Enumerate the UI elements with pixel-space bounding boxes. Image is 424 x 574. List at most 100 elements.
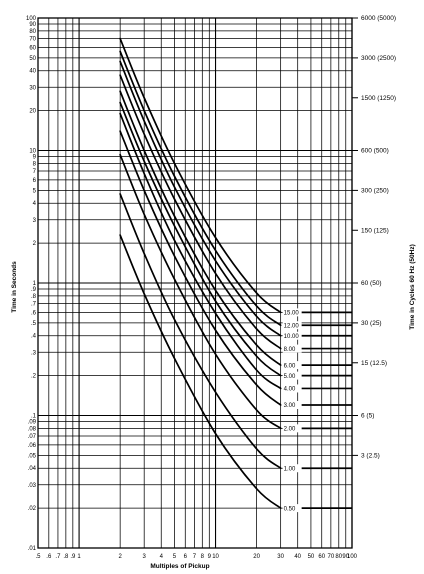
y-tick-labels: .01 .02 .03 .04 .05 .06 .07 .08.09.1 .2 .3 .4 .5 .6.… — [26, 16, 37, 552]
right-axis-label: 1500 (1250) — [361, 95, 396, 102]
curve-line — [119, 112, 282, 390]
curve-label: 0.50 — [284, 506, 296, 512]
right-axis-label: 6 (5) — [361, 413, 374, 420]
curve-label-bg — [282, 424, 302, 433]
y-tick-label: .08 — [28, 426, 37, 432]
curve-line — [119, 234, 282, 509]
curve-label-bg — [282, 331, 302, 340]
right-axis: 6000 (5000) 3000 (2500) 1500 (1250) 600 (50… — [352, 15, 396, 460]
x-tick-label: 10 — [212, 554, 219, 560]
x-tick-label: 60 — [318, 554, 325, 560]
curve-label-bg — [282, 361, 302, 370]
right-axis-label: 15 (12.5) — [361, 360, 387, 367]
x-tick-label: 2 — [118, 554, 122, 560]
y-tick-label: 4 — [33, 201, 37, 207]
x-tick-label: 70 — [328, 554, 335, 560]
y-tick-label: 40 — [29, 69, 36, 75]
right-axis-title: Time in Cycles 60 Hz (50Hz) — [409, 244, 416, 330]
x-tick-label: 9 — [208, 554, 212, 560]
curve-line — [119, 153, 282, 430]
curve-label-bg — [282, 371, 302, 380]
x-tick-label: 100 — [347, 554, 358, 560]
curve-label-bg — [282, 504, 302, 513]
y-tick-label: .07 — [28, 434, 37, 440]
x-tick-label: .5 — [35, 554, 41, 560]
y-tick-label: 8 — [33, 161, 37, 167]
x-tick-label: 8 — [201, 554, 205, 560]
x-tick-label: 90 — [342, 554, 349, 560]
y-tick-label: 6 — [33, 178, 37, 184]
curve-label: 5.00 — [284, 374, 296, 380]
x-tick-label: 7 — [193, 554, 197, 560]
x-tick-label: .6 — [46, 554, 52, 560]
y-tick-label: 30 — [29, 85, 36, 91]
y-tick-label: .05 — [28, 453, 37, 459]
curve-line — [119, 50, 282, 327]
curve-label: 8.00 — [284, 347, 296, 353]
x-tick-label: 6 — [184, 554, 188, 560]
y-tick-label: 5 — [33, 188, 37, 194]
x-tick-label: 50 — [308, 554, 315, 560]
x-tick-label: 40 — [294, 554, 301, 560]
y-tick-label: .7 — [31, 302, 37, 308]
curve-label: 12.00 — [284, 323, 300, 329]
x-tick-label: .7 — [55, 554, 61, 560]
x-tick-label: 5 — [173, 554, 177, 560]
y-tick-label: .09 — [28, 420, 37, 426]
y-tick-label: .01 — [28, 546, 37, 552]
y-tick-label: 100 — [26, 16, 37, 22]
curve-label-bg — [282, 308, 302, 317]
x-axis-title: Multiples of Pickup — [150, 563, 209, 570]
right-axis-label: 300 (250) — [361, 188, 389, 195]
right-axis-label: 6000 (5000) — [361, 15, 396, 22]
x-tick-label: 1 — [77, 554, 81, 560]
y-tick-label: .5 — [31, 321, 37, 327]
curve-label: 1.00 — [284, 466, 296, 472]
right-axis-label: 60 (50) — [361, 280, 382, 287]
y-tick-label: .4 — [31, 334, 37, 340]
curve-label: 6.00 — [284, 363, 296, 369]
x-tick-label: 30 — [277, 554, 284, 560]
x-tick-label: 4 — [160, 554, 164, 560]
y-tick-label: .02 — [28, 506, 37, 512]
curve-label-bg — [282, 384, 302, 393]
curve-line — [119, 90, 282, 366]
y-tick-label: 7 — [33, 169, 37, 175]
curve-line — [119, 193, 282, 470]
curve-label: 2.00 — [284, 427, 296, 433]
y-tick-label: .8 — [31, 294, 37, 300]
y-tick-label: .6 — [31, 310, 37, 316]
x-tick-label: 20 — [253, 554, 260, 560]
right-axis-label: 150 (125) — [361, 227, 389, 234]
curve-line — [119, 130, 282, 406]
y-axis-title: Time in Seconds — [11, 261, 18, 313]
curve-label-bg — [282, 321, 302, 330]
y-tick-label: 60 — [29, 45, 36, 51]
y-tick-label: .9 — [31, 287, 37, 293]
y-tick-label: 2 — [33, 241, 37, 247]
right-axis-label: 3000 (2500) — [361, 55, 396, 62]
curve-label: 10.00 — [284, 334, 300, 340]
curve-line — [119, 60, 282, 337]
y-tick-label: .03 — [28, 483, 37, 489]
right-axis-label: 3 (2.5) — [361, 453, 380, 460]
y-tick-label: .04 — [28, 466, 37, 472]
x-tick-label: 80 — [335, 554, 342, 560]
y-tick-label: 3 — [33, 218, 37, 224]
y-tick-label: .06 — [28, 443, 37, 449]
y-tick-label: 90 — [29, 22, 36, 28]
curve-labels: 15.00 12.00 10.00 8.00 6.00 5.00 4.00 3.00 2.00 1… — [282, 308, 302, 513]
curve-label-bg — [282, 464, 302, 473]
y-tick-label: 1 — [33, 281, 37, 287]
y-tick-label: .2 — [31, 374, 37, 380]
curve-label-bg — [282, 344, 302, 353]
curve-line — [119, 101, 282, 377]
y-tick-label: 10 — [29, 149, 36, 155]
flat-extensions — [299, 311, 352, 509]
right-axis-label: 30 (25) — [361, 320, 382, 327]
curve-label: 15.00 — [284, 311, 300, 317]
curve-label: 3.00 — [284, 403, 296, 409]
curve-line — [119, 74, 282, 350]
